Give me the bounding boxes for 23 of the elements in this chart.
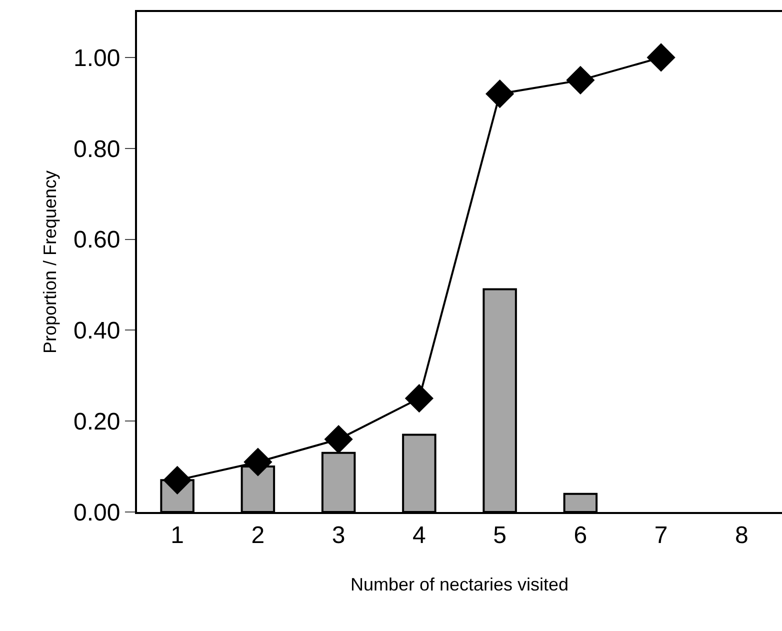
y-tick-label: 0.60 (73, 226, 120, 254)
point (566, 66, 595, 94)
x-axis-title: Number of nectaries visited (350, 574, 569, 594)
point (324, 424, 353, 454)
x-tick-label: 6 (574, 522, 588, 549)
point (486, 80, 514, 108)
y-tick-label: 0.80 (73, 136, 120, 163)
y-axis-title: Proportion / Frequency (40, 170, 60, 354)
y-tick-label: 0.20 (73, 408, 120, 436)
y-tick-label: 1.00 (73, 44, 120, 72)
point (404, 384, 434, 413)
x-tick-label: 7 (654, 522, 668, 549)
point (646, 43, 676, 72)
x-tick-label: 2 (251, 522, 265, 549)
y-tick-label: 0.00 (73, 499, 120, 526)
point (244, 448, 272, 476)
point (163, 466, 192, 494)
x-tick-label: 1 (170, 522, 184, 549)
y-tick-label: 0.40 (73, 318, 120, 345)
x-tick-label: 4 (412, 522, 426, 549)
x-tick-label: 3 (332, 522, 346, 549)
x-tick-label: 8 (735, 522, 748, 549)
x-tick-label: 5 (493, 522, 506, 549)
